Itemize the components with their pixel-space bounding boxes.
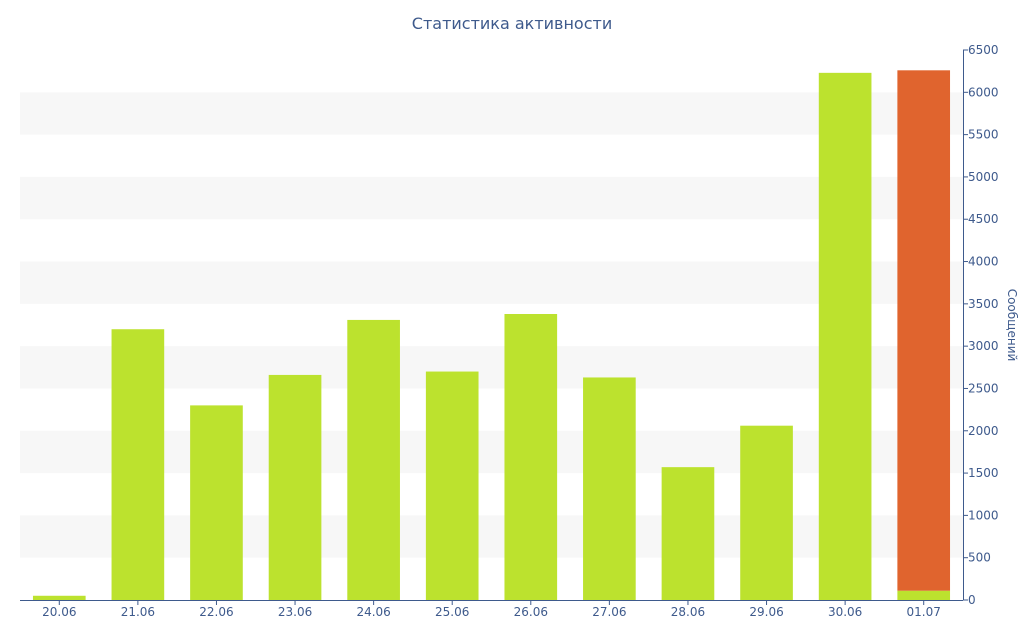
bar-29.06-series-1[interactable]	[740, 425, 793, 600]
bar-28.06-series-1[interactable]	[661, 467, 715, 600]
bar-27.06-series-1[interactable]	[583, 377, 636, 600]
y-tick-label: 1000	[968, 508, 999, 522]
x-tick-label: 30.06	[828, 605, 862, 619]
x-tick-label: 24.06	[356, 605, 390, 619]
bar-22.06-series-1[interactable]	[190, 405, 243, 600]
grid-band	[20, 346, 963, 389]
y-tick-label: 3500	[968, 297, 999, 311]
bar-20.06-series-1[interactable]	[32, 595, 86, 600]
grid-band	[20, 92, 963, 135]
y-tick-label: 0	[968, 593, 976, 607]
y-tick-label: 4000	[968, 255, 999, 269]
x-axis-ticks: 20.06 21.06 22.06 23.06 24.06 25.06 26.06 27.06…	[42, 600, 941, 619]
grid-bands	[20, 92, 963, 558]
y-tick-label: 2500	[968, 381, 999, 395]
y-axis-title: Сообщений	[1005, 289, 1019, 362]
y-tick-label: 6000	[968, 85, 999, 99]
bar-21.06-series-1[interactable]	[111, 329, 165, 600]
x-tick-label: 01.07	[907, 605, 941, 619]
x-tick-label: 20.06	[42, 605, 76, 619]
x-tick-label: 26.06	[514, 605, 548, 619]
bars-group	[32, 70, 951, 601]
grid-band	[20, 430, 963, 474]
bar-23.06-series-1[interactable]	[268, 374, 322, 600]
x-tick-label: 29.06	[749, 605, 783, 619]
y-tick-label: 5000	[968, 170, 999, 184]
bar-01.07-series-2[interactable]	[897, 70, 951, 591]
bar-26.06-series-1[interactable]	[504, 314, 558, 600]
grid-band	[20, 515, 963, 558]
x-tick-label: 28.06	[671, 605, 705, 619]
bar-01.07-series-1[interactable]	[897, 590, 951, 600]
grid-band	[20, 261, 963, 304]
y-tick-label: 2000	[968, 424, 999, 438]
y-tick-label: 5500	[968, 128, 999, 142]
x-tick-label: 25.06	[435, 605, 469, 619]
y-axis-ticks: 0 500 1000 1500 2000 2500 3000 3500 4000 4500 5000…	[963, 43, 999, 607]
y-tick-label: 3000	[968, 339, 999, 353]
y-tick-label: 1500	[968, 466, 999, 480]
chart-title: Статистика активности	[411, 14, 613, 33]
x-tick-label: 23.06	[278, 605, 312, 619]
grid-band	[20, 176, 963, 220]
x-tick-label: 27.06	[592, 605, 626, 619]
bar-24.06-series-1[interactable]	[347, 319, 400, 600]
y-tick-label: 4500	[968, 212, 999, 226]
bar-25.06-series-1[interactable]	[425, 371, 479, 600]
x-tick-label: 22.06	[199, 605, 233, 619]
y-tick-label: 6500	[968, 43, 999, 57]
x-tick-label: 21.06	[121, 605, 155, 619]
y-tick-label: 500	[968, 551, 991, 565]
bar-30.06-series-1[interactable]	[818, 72, 872, 601]
